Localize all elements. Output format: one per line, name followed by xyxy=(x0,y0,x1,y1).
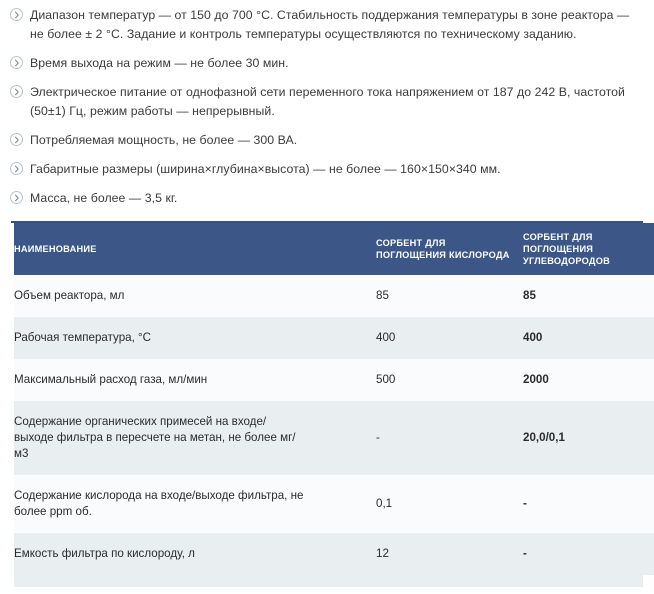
cell-hydrocarbon-value: 400 xyxy=(523,317,654,359)
list-item-label: Время выхода на режим — не более 30 мин. xyxy=(30,56,289,70)
table-row: Рабочая температура, °C 400 400 xyxy=(14,317,654,359)
list-item-label: Габаритные размеры (ширина×глубина×высот… xyxy=(30,162,501,176)
table-row: Содержание органических примесей на вход… xyxy=(14,401,654,475)
sorbent-comparison-table: НАИМЕНОВАНИЕ СОРБЕНТ ДЛЯ ПОГЛОЩЕНИЯ КИСЛ… xyxy=(14,223,654,587)
cell-hydrocarbon-value: 85 xyxy=(523,275,654,317)
cell-parameter-name: Содержание кислорода на входе/выходе фил… xyxy=(14,475,376,533)
page-bottom-padding xyxy=(0,587,654,594)
column-header-hydrocarbon: СОРБЕНТ ДЛЯ ПОГЛОЩЕНИЯ УГЛЕВОДОРОДОВ xyxy=(523,223,654,275)
cell-parameter-name: Максимальный расход газа, мл/мин xyxy=(14,359,376,401)
cell-parameter-name: Содержание органических примесей на вход… xyxy=(14,401,376,475)
section-divider xyxy=(11,221,643,223)
list-item-label: Диапазон температур — от 150 до 700 °C. … xyxy=(30,8,630,41)
chevron-right-circle-icon xyxy=(10,56,23,69)
list-item-label: Электрическое питание от однофазной сети… xyxy=(30,85,625,118)
cell-parameter-name: Объем реактора, мл xyxy=(14,275,376,317)
list-item: Габаритные размеры (ширина×глубина×высот… xyxy=(0,160,654,179)
table-header-row: НАИМЕНОВАНИЕ СОРБЕНТ ДЛЯ ПОГЛОЩЕНИЯ КИСЛ… xyxy=(14,223,654,275)
column-header-name: НАИМЕНОВАНИЕ xyxy=(14,223,376,275)
list-item-label: Потребляемая мощность, не более — 300 ВА… xyxy=(30,133,298,147)
cell-oxygen-value: 400 xyxy=(376,317,523,359)
list-item: Электрическое питание от однофазной сети… xyxy=(0,83,654,121)
cell-parameter-name: Рабочая температура, °C xyxy=(14,317,376,359)
cell-hydrocarbon-value: 2000 xyxy=(523,359,654,401)
list-item: Потребляемая мощность, не более — 300 ВА… xyxy=(0,131,654,150)
cell-oxygen-value: 0,1 xyxy=(376,475,523,533)
chevron-right-circle-icon xyxy=(10,8,23,21)
column-header-oxygen: СОРБЕНТ ДЛЯ ПОГЛОЩЕНИЯ КИСЛОРОДА xyxy=(376,223,523,275)
cell-oxygen-value: 85 xyxy=(376,275,523,317)
table-row: Емкость фильтра по кислороду, л 12 - xyxy=(14,533,654,575)
list-item: Масса, не более — 3,5 кг. xyxy=(0,189,654,208)
table-row: Объем реактора, мл 85 85 xyxy=(14,275,654,317)
list-item-label: Масса, не более — 3,5 кг. xyxy=(30,191,178,205)
cell-oxygen-value: 500 xyxy=(376,359,523,401)
table-footer-strip xyxy=(14,575,643,587)
chevron-right-circle-icon xyxy=(10,133,23,146)
specification-list: Диапазон температур — от 150 до 700 °C. … xyxy=(0,0,654,208)
table-row: Максимальный расход газа, мл/мин 500 200… xyxy=(14,359,654,401)
cell-hydrocarbon-value: 20,0/0,1 xyxy=(523,401,654,475)
cell-oxygen-value: 12 xyxy=(376,533,523,575)
chevron-right-circle-icon xyxy=(10,191,23,204)
cell-parameter-name: Емкость фильтра по кислороду, л xyxy=(14,533,376,575)
cell-oxygen-value: - xyxy=(376,401,523,475)
cell-hydrocarbon-value: - xyxy=(523,533,654,575)
cell-hydrocarbon-value: - xyxy=(523,475,654,533)
chevron-right-circle-icon xyxy=(10,162,23,175)
chevron-right-circle-icon xyxy=(10,85,23,98)
list-item: Время выхода на режим — не более 30 мин. xyxy=(0,54,654,73)
table-row: Содержание кислорода на входе/выходе фил… xyxy=(14,475,654,533)
list-item: Диапазон температур — от 150 до 700 °C. … xyxy=(0,6,654,44)
